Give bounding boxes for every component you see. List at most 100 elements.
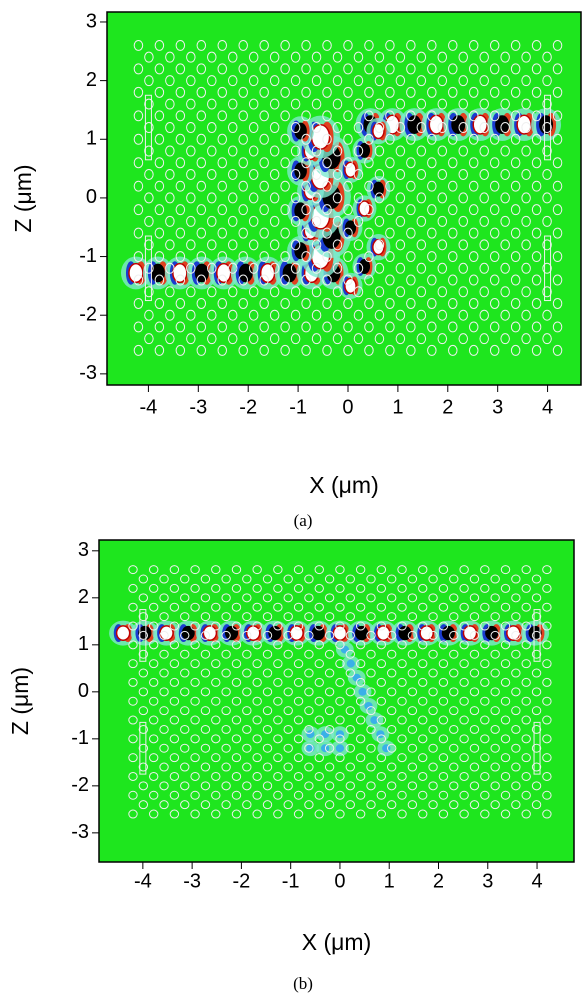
air-hole <box>301 321 311 333</box>
air-hole <box>290 239 301 251</box>
air-hole <box>290 122 301 134</box>
air-hole <box>154 86 165 98</box>
air-hole <box>416 168 427 180</box>
air-hole <box>489 63 500 75</box>
air-hole <box>211 565 221 575</box>
monitor <box>533 721 541 775</box>
air-hole <box>211 677 221 687</box>
air-hole <box>332 333 343 345</box>
air-hole <box>521 168 531 180</box>
x-axis-label: X (μm) <box>302 929 371 955</box>
air-hole <box>169 715 180 725</box>
air-hole <box>428 800 438 810</box>
y-tick-label: 2 <box>78 586 89 608</box>
air-hole <box>500 809 511 819</box>
air-hole <box>238 227 248 239</box>
air-hole <box>133 297 144 309</box>
air-hole <box>364 274 374 286</box>
air-hole <box>196 86 207 98</box>
air-hole <box>552 274 563 286</box>
air-hole <box>180 800 190 810</box>
air-hole <box>238 86 248 98</box>
air-hole <box>217 251 227 263</box>
air-hole <box>144 215 154 227</box>
air-hole <box>227 145 238 157</box>
air-hole <box>531 630 542 640</box>
air-hole <box>311 333 322 345</box>
air-hole <box>332 262 343 274</box>
air-hole <box>190 790 200 800</box>
air-hole <box>449 574 459 584</box>
air-hole <box>196 133 207 145</box>
air-hole <box>343 297 353 309</box>
air-hole <box>280 133 290 145</box>
air-hole <box>364 204 374 216</box>
air-hole <box>248 239 259 251</box>
air-hole <box>385 39 395 51</box>
air-hole <box>273 809 283 819</box>
air-hole <box>416 122 427 134</box>
air-hole <box>165 309 175 321</box>
air-hole <box>448 133 458 145</box>
air-hole <box>406 274 416 286</box>
air-hole <box>293 715 304 725</box>
air-hole <box>542 122 552 134</box>
air-hole <box>211 809 221 819</box>
air-hole <box>345 593 355 603</box>
air-hole <box>510 227 521 239</box>
air-hole <box>322 133 332 145</box>
air-hole <box>154 180 165 192</box>
air-hole <box>418 583 428 593</box>
air-hole <box>385 297 395 309</box>
air-hole <box>227 215 238 227</box>
air-hole <box>343 110 353 122</box>
air-hole <box>479 333 489 345</box>
air-hole <box>304 574 314 584</box>
air-hole <box>406 321 416 333</box>
air-hole <box>238 274 248 286</box>
air-hole <box>262 706 273 716</box>
air-hole <box>138 630 149 640</box>
x-tick-label: -1 <box>289 396 307 418</box>
air-hole <box>211 621 221 631</box>
air-hole <box>531 133 542 145</box>
air-hole <box>311 215 322 227</box>
air-hole <box>480 771 490 781</box>
air-hole <box>366 762 376 772</box>
air-hole <box>259 321 269 333</box>
field-core <box>495 115 510 134</box>
air-hole <box>290 215 301 227</box>
air-hole <box>169 583 180 593</box>
air-hole <box>531 251 542 263</box>
air-hole <box>149 696 159 706</box>
air-hole <box>138 743 149 753</box>
air-hole <box>211 640 221 650</box>
air-hole <box>437 168 448 180</box>
air-hole <box>335 659 345 669</box>
air-hole <box>252 790 262 800</box>
air-hole <box>238 157 248 169</box>
air-hole <box>552 344 563 356</box>
air-hole <box>386 649 397 659</box>
air-hole <box>542 621 552 631</box>
air-hole <box>353 75 364 87</box>
air-hole <box>144 168 154 180</box>
air-hole <box>374 168 385 180</box>
air-hole <box>521 309 531 321</box>
air-hole <box>395 168 406 180</box>
air-hole <box>190 696 200 706</box>
air-hole <box>479 145 489 157</box>
air-hole <box>366 800 376 810</box>
monitor <box>544 94 552 161</box>
air-hole <box>200 781 211 791</box>
air-hole <box>468 63 479 75</box>
air-hole <box>293 565 304 575</box>
air-hole <box>169 790 180 800</box>
air-hole <box>428 574 438 584</box>
air-hole <box>159 630 169 640</box>
air-hole <box>458 122 468 134</box>
air-hole <box>416 145 427 157</box>
air-hole <box>406 157 416 169</box>
air-hole <box>397 753 407 763</box>
air-hole <box>374 239 385 251</box>
